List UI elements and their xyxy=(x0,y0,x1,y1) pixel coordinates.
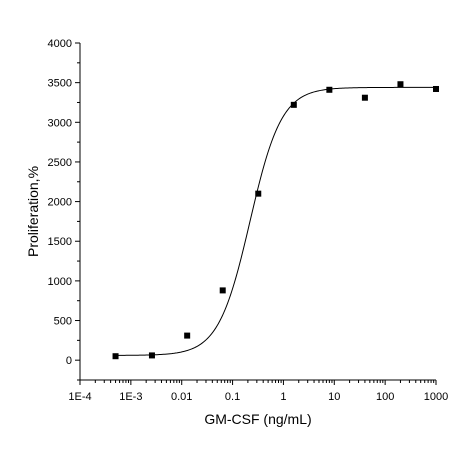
x-tick-label: 1E-3 xyxy=(119,391,142,403)
data-point xyxy=(255,190,262,197)
x-tick-label: 1000 xyxy=(424,391,448,403)
data-point xyxy=(433,85,439,92)
x-tick-label: 1E-4 xyxy=(68,391,91,403)
y-axis: 0 500 1000 1500 2000 2500 3000 3500 4000 xyxy=(48,38,81,381)
data-points xyxy=(112,81,439,360)
fit-curve xyxy=(115,86,436,356)
data-point xyxy=(290,101,297,108)
data-point xyxy=(112,353,119,360)
x-axis-title: GM-CSF (ng/mL) xyxy=(204,411,311,427)
data-point xyxy=(361,94,368,101)
data-point xyxy=(148,352,155,359)
y-tick-label: 3000 xyxy=(48,117,72,129)
y-axis-title: Proliferation,% xyxy=(25,166,41,257)
x-tick-label: 0.01 xyxy=(171,391,192,403)
x-tick-label: 10 xyxy=(328,391,340,403)
x-ticks: 1E-4 1E-3 0.01 0.1 1 10 100 1000 xyxy=(68,380,448,403)
y-tick-label: 2000 xyxy=(48,197,72,209)
data-point xyxy=(184,332,191,339)
x-tick-label: 0.1 xyxy=(225,391,240,403)
y-tick-label: 3500 xyxy=(48,78,72,90)
data-point xyxy=(219,287,226,294)
data-point xyxy=(326,86,333,93)
x-tick-label: 1 xyxy=(280,391,286,403)
plot-area xyxy=(112,81,439,360)
y-tick-label: 4000 xyxy=(48,38,72,50)
y-ticks: 0 500 1000 1500 2000 2500 3000 3500 4000 xyxy=(48,38,80,381)
x-tick-label: 100 xyxy=(376,391,394,403)
y-tick-label: 1500 xyxy=(48,236,72,248)
y-tick-label: 0 xyxy=(66,355,72,367)
y-tick-label: 2500 xyxy=(48,157,72,169)
data-point xyxy=(397,81,404,88)
y-tick-label: 1000 xyxy=(48,276,72,288)
y-tick-label: 500 xyxy=(54,316,72,328)
x-axis: 1E-4 1E-3 0.01 0.1 1 10 100 1000 xyxy=(68,379,448,403)
